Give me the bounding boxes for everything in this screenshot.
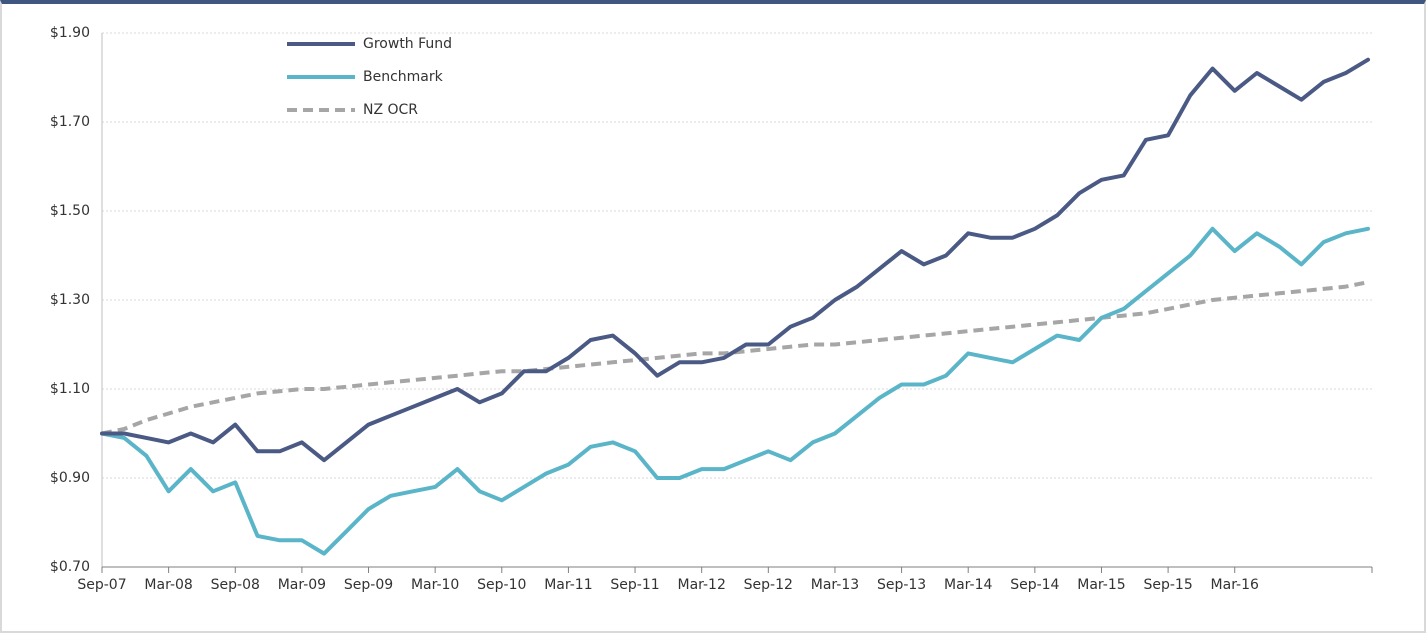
x-tick-label: Mar-14: [944, 577, 992, 593]
x-tick-label: Mar-11: [544, 577, 592, 593]
x-tick-label: Mar-09: [278, 577, 326, 593]
x-tick-label: Mar-15: [1077, 577, 1125, 593]
series-line: [100, 57, 1370, 463]
x-tick-label: Mar-08: [144, 577, 192, 593]
legend-label: NZ OCR: [363, 102, 418, 118]
x-tick-label: Mar-10: [411, 577, 459, 593]
x-tick-label: Sep-08: [211, 577, 260, 593]
chart: $0.70 $0.90 $1.10 $1.30 $1.50 $1.70 $1.90 Sep-0…: [50, 25, 1373, 593]
y-tick-label: $0.70: [50, 559, 90, 575]
x-tick-label: Sep-09: [344, 577, 393, 593]
series-line: [100, 226, 1370, 556]
series-line: [101, 280, 1369, 436]
x-tick-label: Mar-16: [1211, 577, 1259, 593]
x-tick-label: Mar-13: [811, 577, 859, 593]
x-tick-label: Sep-12: [744, 577, 793, 593]
y-tick-label: $1.50: [50, 203, 90, 219]
y-tick-label: $1.30: [50, 292, 90, 308]
x-tick-label: Sep-11: [610, 577, 659, 593]
y-tick-label: $1.10: [50, 381, 90, 397]
x-tick-label: Sep-14: [1010, 577, 1059, 593]
y-tick-label: $1.90: [50, 25, 90, 41]
x-tick-label: Mar-12: [677, 577, 725, 593]
y-tick-label: $1.70: [50, 114, 90, 130]
x-tick-label: Sep-10: [477, 577, 526, 593]
x-tick-label: Sep-13: [877, 577, 926, 593]
legend-label: Growth Fund: [363, 36, 452, 52]
x-tick-label: Sep-07: [77, 577, 126, 593]
x-tick-label: Sep-15: [1143, 577, 1192, 593]
legend-label: Benchmark: [363, 69, 444, 85]
y-tick-label: $0.90: [50, 470, 90, 486]
